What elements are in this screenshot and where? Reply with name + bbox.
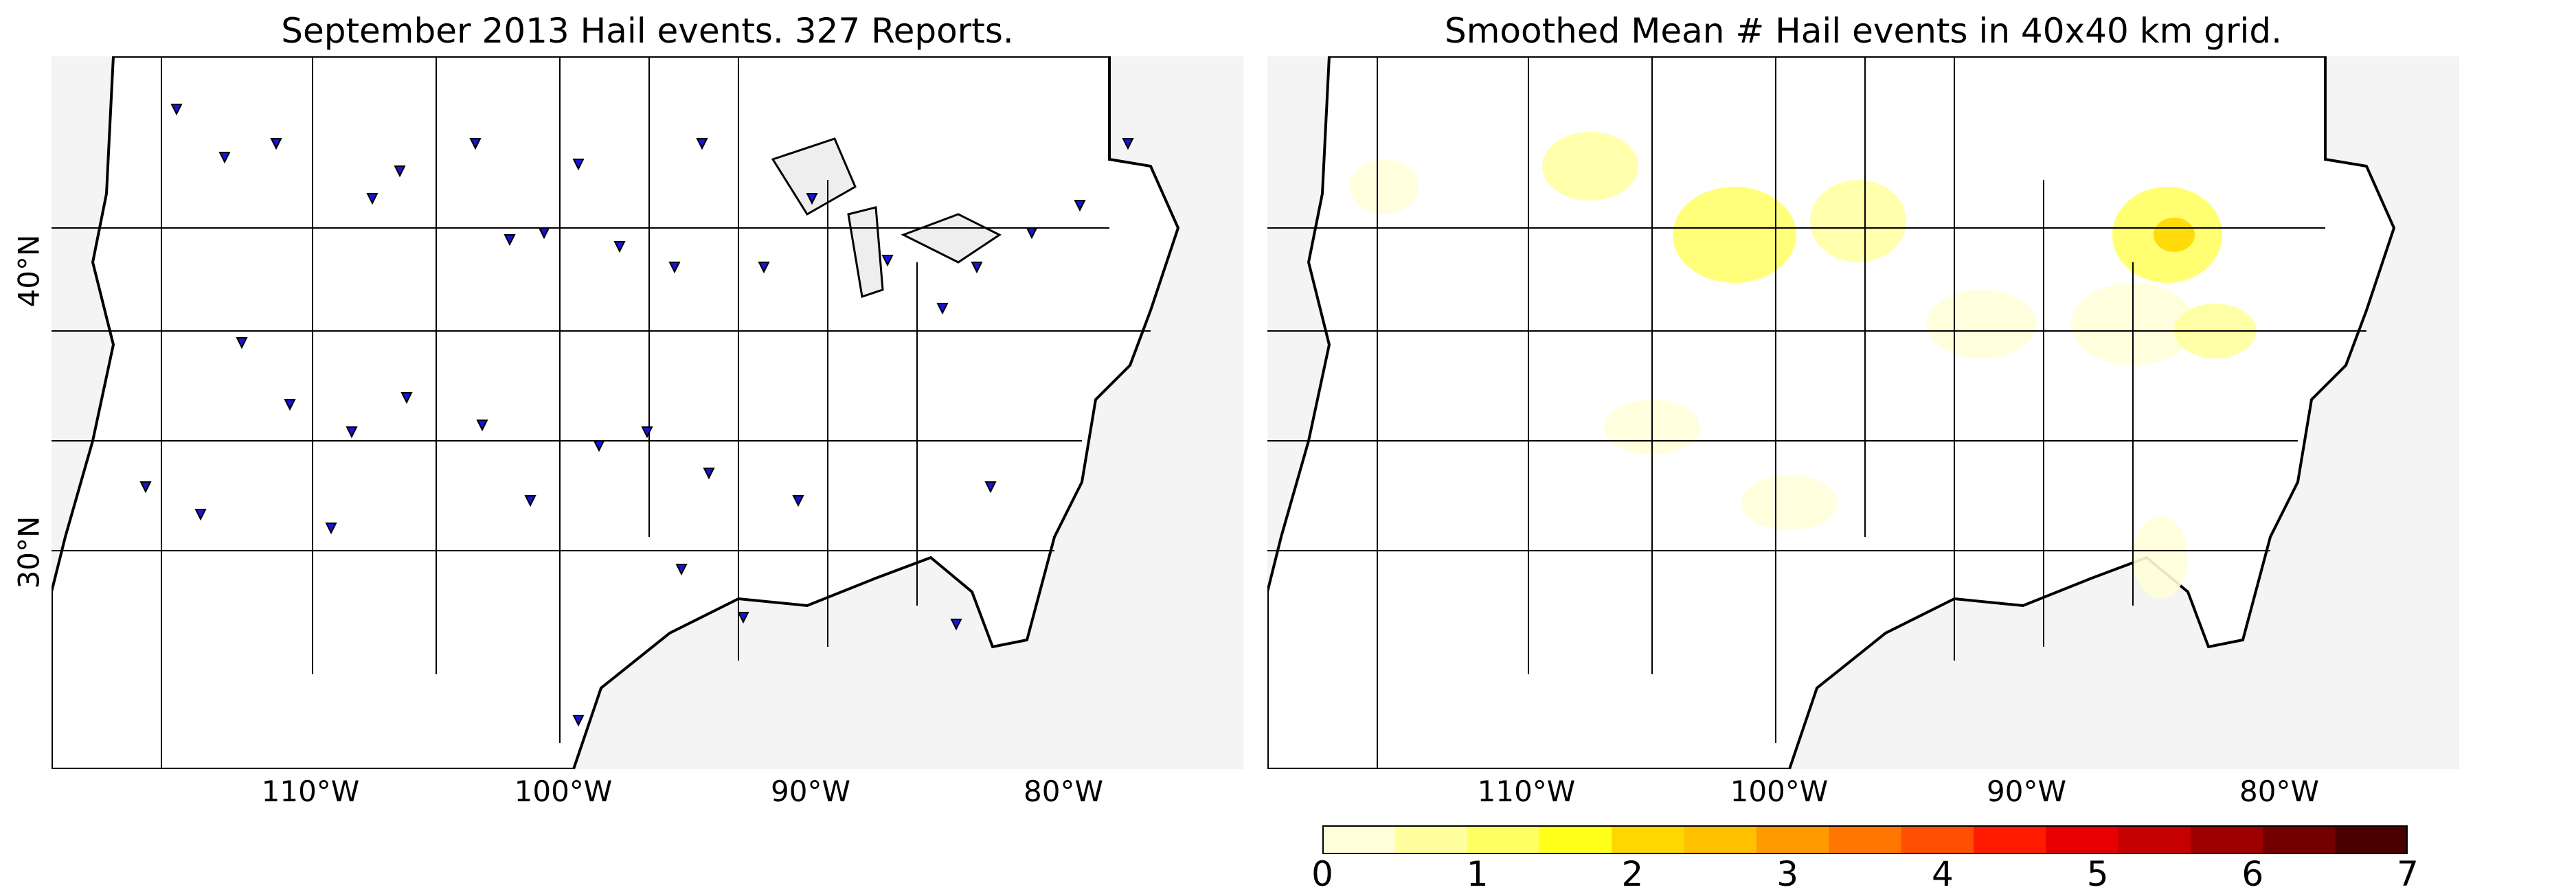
colorbar-swatch — [1539, 825, 1612, 854]
hail-marker — [936, 303, 949, 315]
great-lake-michigan — [847, 206, 884, 298]
hail-marker — [572, 715, 585, 727]
hail-reports-map-canvas — [52, 56, 1243, 769]
left-lon-label-80w: 80°W — [1024, 775, 1103, 808]
hail-marker — [346, 426, 358, 439]
left-lon-label-100w: 100°W — [514, 775, 613, 808]
left-lon-label-110w: 110°W — [261, 775, 360, 808]
hail-marker — [270, 138, 282, 150]
hail-marker — [366, 193, 379, 205]
hail-marker — [476, 420, 488, 432]
great-lake-superior — [771, 137, 857, 216]
hail-marker — [325, 523, 337, 535]
hail-marker — [703, 468, 715, 480]
hail-marker — [737, 612, 749, 624]
hail-marker — [572, 159, 585, 171]
colorbar-swatch — [1756, 825, 1829, 854]
colorbar-tick: 4 — [1931, 854, 1954, 894]
colorbar-swatch — [1394, 825, 1468, 854]
hail-marker — [668, 262, 681, 274]
hail-marker — [1122, 138, 1134, 150]
hail-marker — [236, 337, 248, 349]
right-lon-label-90w: 90°W — [1987, 775, 2066, 808]
hail-marker — [806, 193, 818, 205]
colorbar-tick: 0 — [1311, 854, 1333, 894]
smoothed-hail-density-map — [1267, 56, 2459, 769]
lat-label-40n: 40°N — [12, 234, 46, 308]
hail-marker — [284, 399, 296, 411]
colorbar-swatch — [2118, 825, 2191, 854]
hail-marker — [504, 234, 516, 247]
hail-marker — [538, 227, 550, 240]
colorbar-swatch — [1322, 825, 1395, 854]
left-lon-label-90w: 90°W — [771, 775, 850, 808]
great-lake-erie — [901, 213, 1002, 264]
colorbar-swatch — [1684, 825, 1757, 854]
colorbar-swatch — [1901, 825, 1974, 854]
right-lon-label-110w: 110°W — [1477, 775, 1576, 808]
hail-marker — [696, 138, 708, 150]
hail-marker — [984, 481, 997, 494]
hail-marker — [675, 564, 688, 576]
colorbar-tick: 2 — [1621, 854, 1644, 894]
colorbar-swatch — [2191, 825, 2263, 854]
hail-marker — [400, 392, 413, 404]
colorbar-swatch — [1974, 825, 2046, 854]
hail-marker — [792, 495, 804, 507]
hail-marker — [469, 138, 482, 150]
hail-marker — [524, 495, 536, 507]
hail-marker — [139, 481, 152, 494]
right-lon-label-100w: 100°W — [1730, 775, 1829, 808]
colorbar-frame — [1322, 825, 2408, 854]
left-map-title: September 2013 Hail events. 327 Reports. — [281, 11, 1014, 51]
colorbar-swatch — [2335, 825, 2408, 854]
colorbar-swatch — [1467, 825, 1540, 854]
colorbar-swatches — [1322, 825, 2408, 854]
colorbar-swatch — [1829, 825, 1902, 854]
colorbar-swatch — [1612, 825, 1685, 854]
right-lon-label-80w: 80°W — [2239, 775, 2319, 808]
hail-marker — [881, 255, 894, 267]
state-borders — [52, 56, 1151, 769]
hail-marker — [971, 262, 983, 274]
hail-marker — [950, 619, 962, 631]
hail-marker — [1074, 200, 1086, 212]
hail-marker — [613, 241, 626, 253]
colorbar-swatch — [2046, 825, 2119, 854]
colorbar-tick: 6 — [2241, 854, 2264, 894]
hail-marker — [394, 165, 406, 178]
colorbar-tick: 7 — [2397, 854, 2419, 894]
hail-marker — [170, 104, 183, 116]
hail-marker — [194, 509, 207, 521]
state-borders — [1267, 56, 2366, 769]
hail-reports-map — [52, 56, 1243, 769]
smoothed-hail-density-canvas — [1267, 56, 2459, 769]
land-mass — [1267, 56, 2396, 769]
colorbar — [1322, 825, 2408, 854]
hail-marker — [641, 426, 653, 439]
colorbar-tick: 5 — [2086, 854, 2109, 894]
hail-marker — [593, 440, 605, 452]
colorbar-tick: 1 — [1466, 854, 1489, 894]
hail-marker — [758, 262, 770, 274]
hail-report-markers — [139, 104, 1134, 727]
hail-marker — [218, 152, 231, 164]
right-map-title: Smoothed Mean # Hail events in 40x40 km … — [1444, 11, 2283, 51]
colorbar-tick: 3 — [1776, 854, 1798, 894]
colorbar-swatch — [2263, 825, 2336, 854]
lat-label-30n: 30°N — [12, 516, 46, 589]
land-mass — [52, 56, 1180, 769]
hail-marker — [1026, 227, 1038, 240]
